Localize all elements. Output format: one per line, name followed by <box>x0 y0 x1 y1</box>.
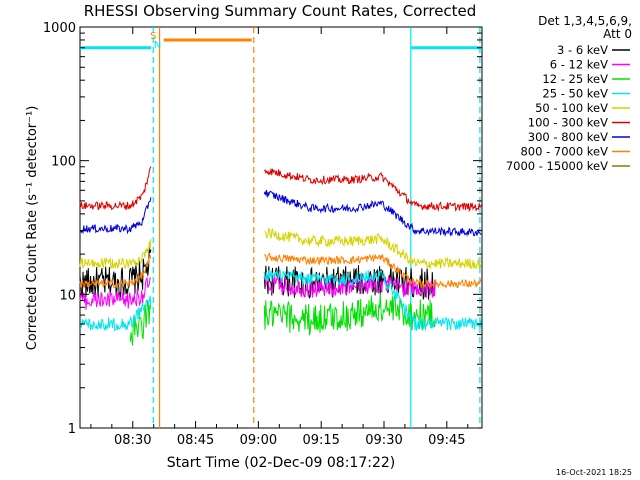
series-line <box>79 238 152 269</box>
x-tick-label: 09:00 <box>240 433 277 448</box>
series-line <box>79 276 152 310</box>
y-tick-label: 100 <box>51 155 76 170</box>
markers-layer: SN <box>150 27 481 428</box>
legend-entry-label: 800 - 7000 keV <box>520 145 608 159</box>
y-tick-label: 10 <box>59 288 76 303</box>
y-tick-label: 1000 <box>43 21 76 36</box>
series-line <box>263 189 482 238</box>
series-line <box>264 227 482 270</box>
marker-label: S <box>150 31 156 42</box>
legend-entry-label: 300 - 800 keV <box>528 130 608 144</box>
plot-frame <box>79 26 483 429</box>
x-tick-label: 09:45 <box>428 433 465 448</box>
footer-timestamp: 16-Oct-2021 18:25 <box>556 468 632 477</box>
ticks-layer: 08:30 08:45 09:00 09:15 09:30 09:45 1 10 100 1000 <box>43 21 482 448</box>
series-line <box>79 197 152 235</box>
series-line <box>263 274 436 299</box>
legend-entry-label: 3 - 6 keV <box>557 43 608 57</box>
y-axis-label: Corrected Count Rate (s⁻¹ detector⁻¹) <box>25 106 40 351</box>
status-layer <box>80 38 482 50</box>
legend-entry-label: 25 - 50 keV <box>542 87 608 101</box>
legend-entry-label: 50 - 100 keV <box>535 101 608 115</box>
chart-title: RHESSI Observing Summary Count Rates, Co… <box>84 2 477 20</box>
series-line <box>79 247 152 299</box>
legend-header-detectors: Det 1,3,4,5,6,9, <box>538 14 632 28</box>
series-line <box>79 166 152 211</box>
series-line <box>264 252 482 289</box>
series-line <box>263 168 482 213</box>
legend-entry-label: 6 - 12 keV <box>550 58 608 72</box>
x-axis-label: Start Time (02-Dec-09 08:17:22) <box>167 455 395 471</box>
legend-entry-label: 12 - 25 keV <box>542 72 608 86</box>
series-line <box>263 292 436 336</box>
legend-header-attenuator: Att 0 <box>603 27 632 41</box>
x-tick-label: 08:30 <box>114 433 151 448</box>
legend-entry-label: 100 - 300 keV <box>528 116 608 130</box>
marker-label: N <box>154 40 161 51</box>
series-line <box>263 269 482 331</box>
x-tick-label: 08:45 <box>177 433 214 448</box>
x-tick-label: 09:15 <box>302 433 339 448</box>
series-line <box>79 254 152 289</box>
series-layer <box>79 166 482 346</box>
x-tick-label: 09:30 <box>365 433 402 448</box>
series-line <box>79 295 152 332</box>
plot-area <box>79 26 483 429</box>
legend-entry-label: 7000 - 15000 keV <box>506 159 608 173</box>
y-tick-label: 1 <box>68 422 76 437</box>
